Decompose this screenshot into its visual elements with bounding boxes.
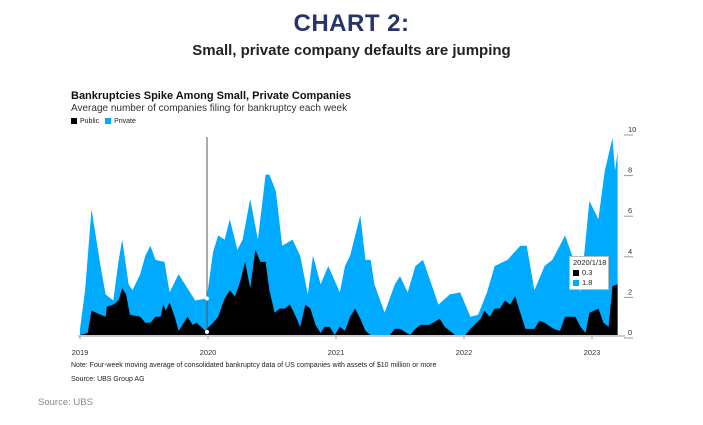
legend-public: Public xyxy=(71,118,99,125)
series-private-area xyxy=(80,138,618,335)
page-title: CHART 2: xyxy=(293,10,410,37)
x-tick-label-2020: 2020 xyxy=(200,348,217,357)
x-tick-label-2022: 2022 xyxy=(456,348,473,357)
legend: Public Private xyxy=(71,118,136,125)
page-subtitle: Small, private company defaults are jump… xyxy=(192,42,511,59)
legend-private: Private xyxy=(105,118,136,125)
y-tick-label-2: 2 xyxy=(628,287,632,296)
x-tick-label-2021: 2021 xyxy=(328,348,345,357)
legend-public-label: Public xyxy=(80,118,100,125)
y-tick-label-10: 10 xyxy=(628,125,636,134)
chart-subtitle: Average number of companies filing for b… xyxy=(71,103,348,114)
chart-note: Note: Four-week moving average of consol… xyxy=(71,362,437,369)
series-public-area xyxy=(80,249,618,335)
public-swatch xyxy=(71,118,77,125)
tooltip-public: 0.3 xyxy=(573,268,605,278)
chart-title: Bankruptcies Spike Among Small, Private … xyxy=(71,90,352,102)
legend-private-label: Private xyxy=(114,118,136,125)
y-tick-label-6: 6 xyxy=(628,206,632,215)
x-tick-label-2019: 2019 xyxy=(72,348,89,357)
y-tick-label-4: 4 xyxy=(628,247,632,256)
y-tick-label-0: 0 xyxy=(628,328,632,337)
private-swatch xyxy=(105,118,112,125)
crosshair-point-public xyxy=(205,329,209,334)
y-tick-label-8: 8 xyxy=(628,166,632,175)
tooltip: 2020/1/18 0.3 1.8 xyxy=(569,256,609,290)
chart-source: Source: UBS Group AG xyxy=(71,376,145,383)
tooltip-date: 2020/1/18 xyxy=(573,258,607,267)
crosshair-point-private xyxy=(205,296,209,301)
page-source: Source: UBS xyxy=(38,397,93,408)
tooltip-private: 1.8 xyxy=(573,278,605,288)
x-tick-label-2023: 2023 xyxy=(584,348,601,357)
